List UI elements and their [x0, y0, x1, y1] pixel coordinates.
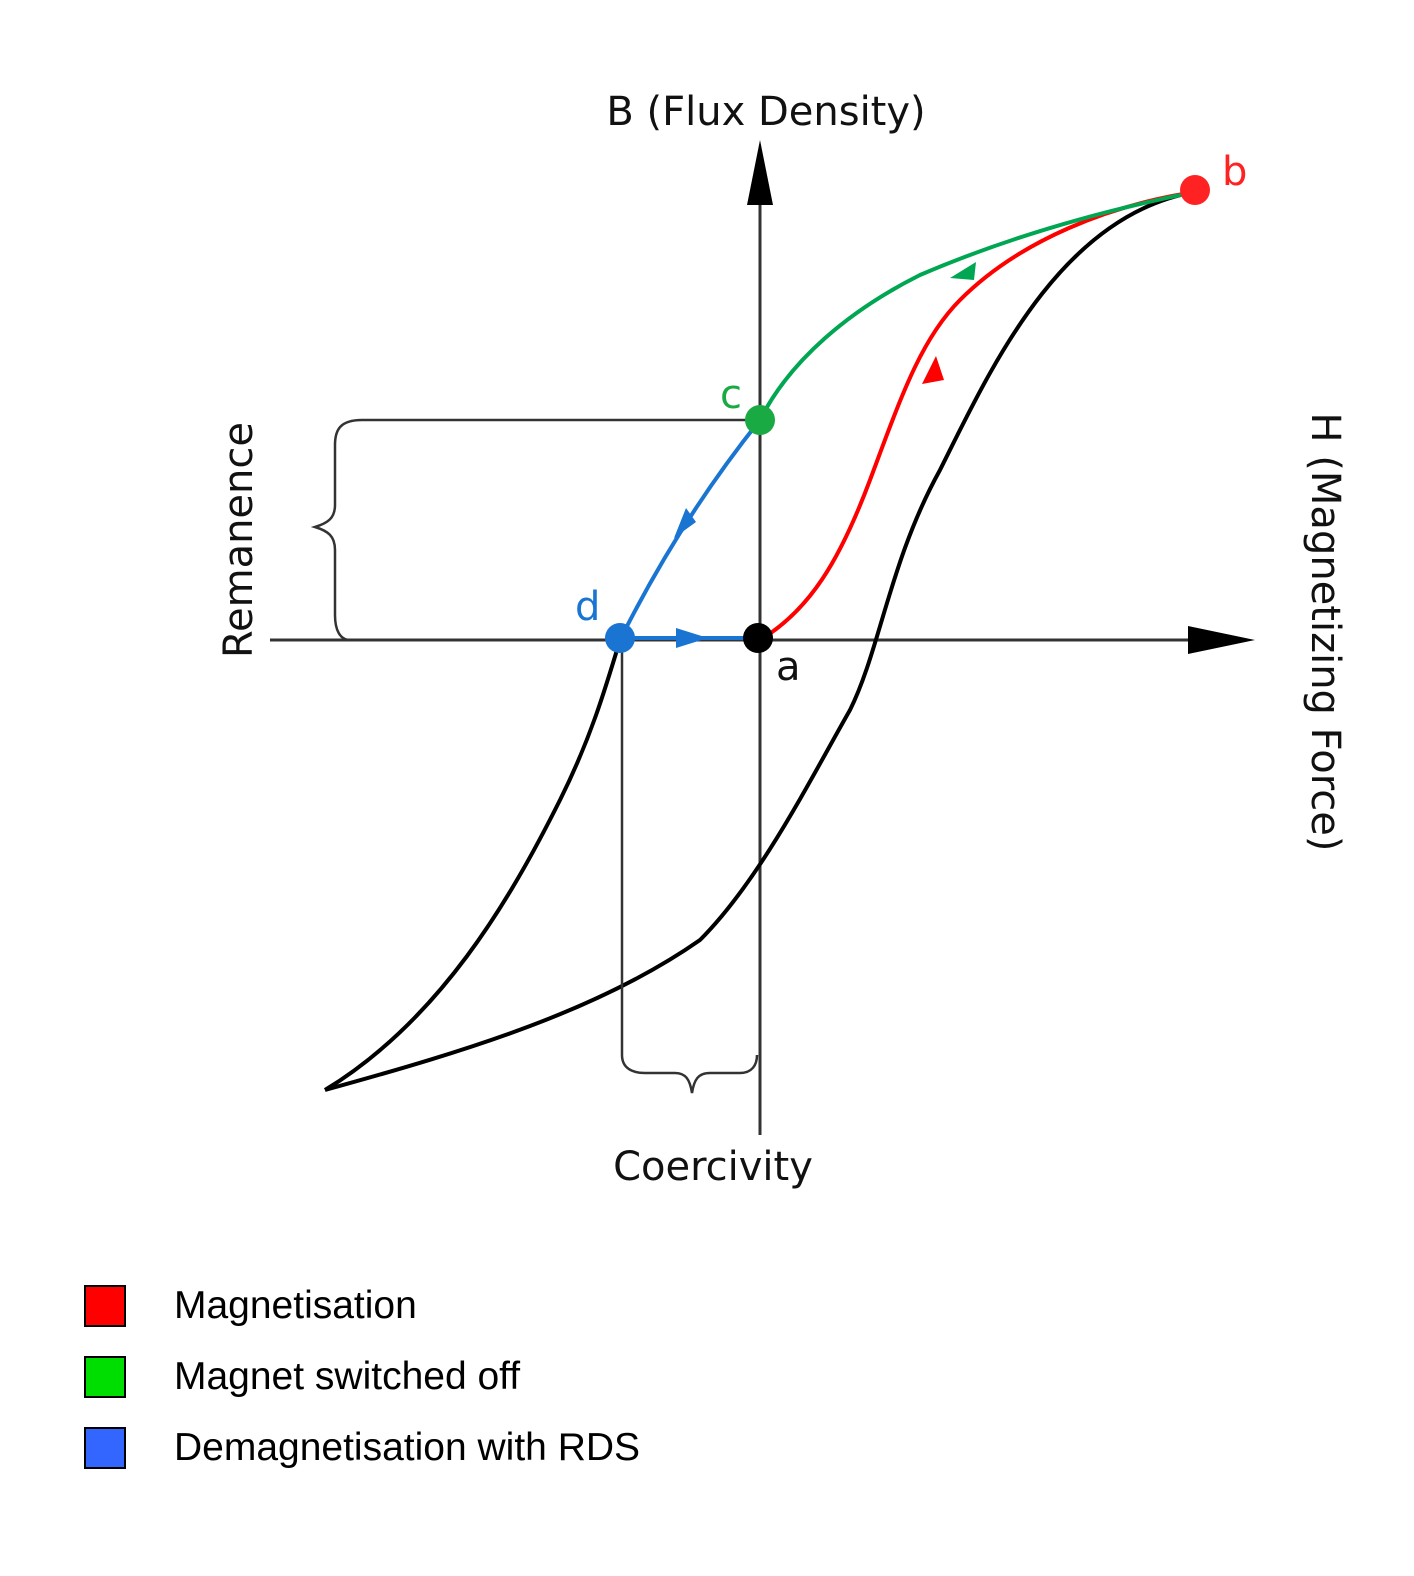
remanence-brace [310, 418, 363, 642]
demagnetisation-arrow-right [676, 628, 708, 648]
legend-swatch-red [84, 1285, 126, 1327]
hysteresis-loop-lower [323, 639, 622, 1092]
legend-item-switched-off: Magnet switched off [84, 1355, 640, 1399]
point-a-marker [743, 623, 773, 653]
legend: Magnetisation Magnet switched off Demagn… [84, 1284, 640, 1497]
demagnetisation-curve [618, 418, 762, 641]
legend-label-magnetisation: Magnetisation [174, 1284, 417, 1327]
magnetisation-curve [758, 190, 1196, 642]
point-b-label: b [1222, 149, 1247, 195]
hysteresis-loop-upper [324, 190, 1196, 1092]
legend-swatch-blue [84, 1427, 126, 1469]
legend-item-magnetisation: Magnetisation [84, 1284, 640, 1328]
legend-label-switched-off: Magnet switched off [174, 1355, 521, 1398]
point-d-label: d [575, 584, 600, 630]
coercivity-label: Coercivity [613, 1144, 813, 1190]
magnetisation-arrow [922, 356, 944, 384]
legend-label-demagnetisation: Demagnetisation with RDS [174, 1426, 641, 1469]
h-axis-arrowhead [1188, 626, 1255, 654]
demagnetisation-arrow-down [674, 508, 696, 538]
point-c-marker [745, 405, 775, 435]
point-b-marker [1180, 175, 1210, 205]
remanence-label: Remanence [216, 422, 262, 658]
legend-swatch-green [84, 1356, 126, 1398]
hysteresis-diagram: Remanence Coercivity B (Flux Density) H … [216, 89, 1348, 1190]
coercivity-brace [620, 1054, 759, 1094]
h-axis-label: H (Magnetizing Force) [1302, 413, 1348, 852]
point-a-label: a [776, 644, 801, 690]
point-d-marker [605, 623, 635, 653]
legend-item-demagnetisation: Demagnetisation with RDS [84, 1426, 640, 1470]
switched-off-curve [758, 190, 1196, 421]
point-c-label: c [720, 372, 742, 418]
b-axis-arrowhead [747, 140, 773, 205]
switched-off-arrow [950, 262, 976, 280]
b-axis-label: B (Flux Density) [606, 89, 925, 135]
